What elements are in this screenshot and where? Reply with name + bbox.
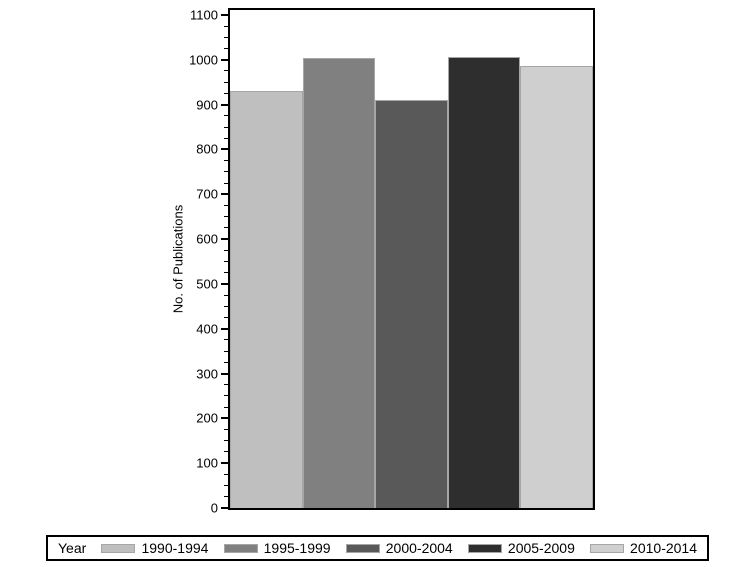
bar-1995-1999 xyxy=(302,57,376,508)
y-tick-label-900: 900 xyxy=(196,97,218,113)
legend-swatch-2010-2014 xyxy=(590,543,625,553)
bar-2010-2014 xyxy=(520,66,593,508)
bar-2000-2004 xyxy=(375,99,448,508)
legend-label: 2010-2014 xyxy=(630,540,697,556)
y-minor-tick xyxy=(224,485,228,487)
y-tick-label-700: 700 xyxy=(196,186,218,202)
legend-label: 2000-2004 xyxy=(385,540,453,556)
y-tick-label-300: 300 xyxy=(196,366,218,382)
y-minor-tick xyxy=(224,249,228,251)
legend-label: 1990-1994 xyxy=(141,540,209,556)
y-major-tick-200 xyxy=(221,417,228,420)
y-major-tick-1000 xyxy=(221,58,228,61)
y-minor-tick xyxy=(224,204,228,206)
y-major-tick-1100 xyxy=(221,13,228,16)
legend-entry-2000-2004: 2000-2004 xyxy=(345,540,453,556)
y-minor-tick xyxy=(224,361,228,363)
y-tick-label-500: 500 xyxy=(196,276,218,292)
y-tick-label-400: 400 xyxy=(196,321,218,337)
y-minor-tick xyxy=(224,384,228,386)
y-minor-tick xyxy=(224,294,228,296)
y-minor-tick xyxy=(224,406,228,408)
y-major-tick-800 xyxy=(221,148,228,151)
y-minor-tick xyxy=(224,227,228,229)
y-minor-tick xyxy=(224,272,228,274)
y-minor-tick xyxy=(224,160,228,162)
legend-label: 1995-1999 xyxy=(263,540,331,556)
legend-swatch-1995-1999 xyxy=(223,543,258,553)
y-major-tick-500 xyxy=(221,282,228,285)
y-tick-label-1100: 1100 xyxy=(190,7,218,23)
y-tick-label-0: 0 xyxy=(210,500,218,516)
y-minor-tick xyxy=(224,137,228,139)
y-tick-label-800: 800 xyxy=(196,141,218,157)
y-minor-tick xyxy=(224,305,228,307)
y-axis-title: No. of Publications xyxy=(170,204,186,314)
legend: Year 1990-1994 1995-1999 2000-2004 2005-200… xyxy=(46,535,709,561)
y-minor-tick xyxy=(224,350,228,352)
legend-swatch-2000-2004 xyxy=(345,543,380,553)
y-minor-tick xyxy=(224,440,228,442)
bar-2005-2009 xyxy=(447,56,521,508)
y-minor-tick xyxy=(224,92,228,94)
y-minor-tick xyxy=(224,81,228,83)
bar-1990-1994 xyxy=(230,91,303,508)
y-minor-tick xyxy=(224,473,228,475)
y-tick-label-100: 100 xyxy=(196,455,218,471)
y-minor-tick xyxy=(224,126,228,128)
y-minor-tick xyxy=(224,115,228,117)
y-major-tick-300 xyxy=(221,372,228,375)
y-major-tick-100 xyxy=(221,462,228,465)
y-minor-tick xyxy=(224,429,228,431)
y-minor-tick xyxy=(224,339,228,341)
y-minor-tick xyxy=(224,260,228,262)
y-major-tick-0 xyxy=(221,507,228,509)
y-major-tick-700 xyxy=(221,193,228,196)
y-minor-tick xyxy=(224,36,228,38)
y-minor-tick xyxy=(224,496,228,498)
y-minor-tick xyxy=(224,395,228,397)
y-tick-label-600: 600 xyxy=(196,231,218,247)
plot-area: 0 100 200 300 400 500 600 700 800 900 1000 1100 xyxy=(189,8,595,515)
y-minor-tick xyxy=(224,317,228,318)
y-minor-tick xyxy=(224,48,228,50)
legend-title: Year xyxy=(58,540,87,556)
legend-entry-1995-1999: 1995-1999 xyxy=(223,540,331,556)
y-tick-label-1000: 1000 xyxy=(189,52,218,68)
y-minor-tick xyxy=(224,451,228,453)
y-minor-tick xyxy=(224,182,228,184)
y-major-tick-900 xyxy=(221,103,228,106)
y-minor-tick xyxy=(224,70,228,72)
y-minor-tick xyxy=(224,171,228,173)
legend-entry-2005-2009: 2005-2009 xyxy=(467,540,575,556)
y-minor-tick xyxy=(224,25,228,27)
y-tick-label-200: 200 xyxy=(196,410,218,426)
legend-label: 2005-2009 xyxy=(507,540,575,556)
legend-entry-1990-1994: 1990-1994 xyxy=(101,540,208,556)
y-minor-tick xyxy=(224,216,228,218)
legend-swatch-2005-2009 xyxy=(467,543,502,553)
y-major-tick-400 xyxy=(221,327,228,330)
legend-entry-2010-2014: 2010-2014 xyxy=(590,540,697,556)
y-major-tick-600 xyxy=(221,238,228,241)
legend-swatch-1990-1994 xyxy=(101,543,136,553)
